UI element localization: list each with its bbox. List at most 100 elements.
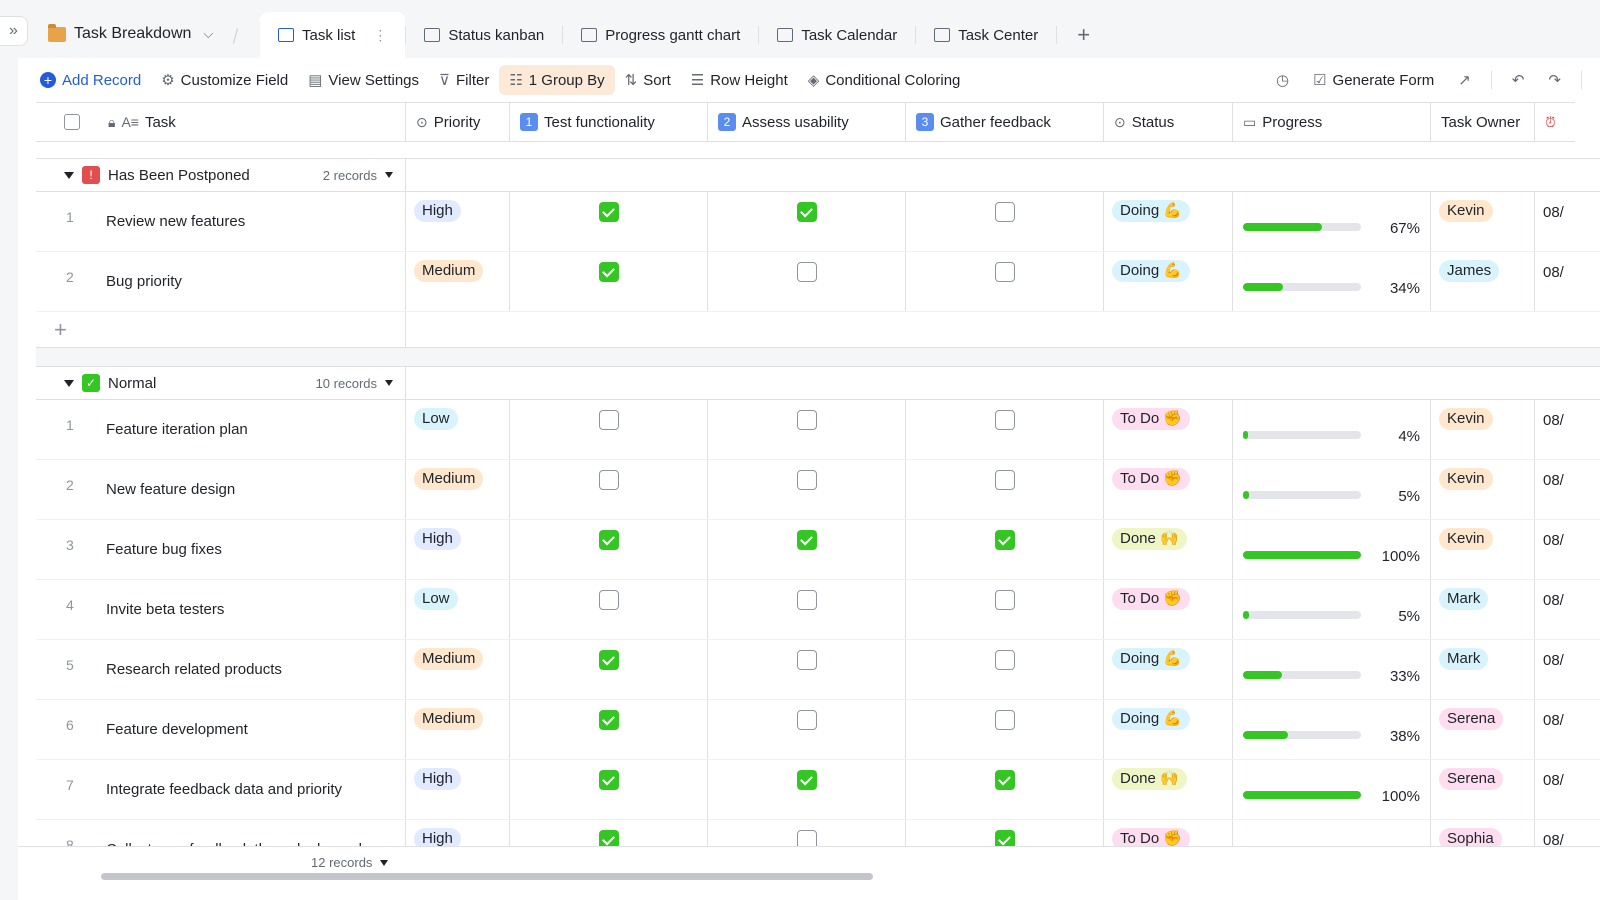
column-header-priority[interactable]: ⊙ Priority [406, 103, 510, 141]
generate-form-button[interactable]: ☑ Generate Form [1303, 65, 1444, 95]
gather-cell[interactable] [906, 820, 1104, 846]
owner-cell[interactable]: Kevin [1431, 460, 1535, 519]
priority-cell[interactable]: High [406, 760, 510, 819]
status-cell[interactable]: Done 🙌 [1104, 760, 1233, 819]
progress-cell[interactable]: 33% [1233, 640, 1431, 699]
date-cell[interactable]: 08/ [1535, 460, 1575, 519]
checkbox[interactable] [598, 710, 619, 730]
date-cell[interactable]: 08/ [1535, 760, 1575, 819]
column-header-assess-usability[interactable]: 2 Assess usability [708, 103, 906, 141]
caret-down-icon[interactable] [385, 380, 393, 386]
checkbox[interactable] [598, 262, 619, 282]
progress-cell[interactable]: 4% [1233, 400, 1431, 459]
table-row[interactable]: 8 Collect user feedback through channels H… [36, 820, 1600, 846]
checkbox[interactable] [994, 710, 1015, 730]
progress-cell[interactable]: 100% [1233, 520, 1431, 579]
table-row[interactable]: 7 Integrate feedback data and priority Hig… [36, 760, 1600, 820]
test-cell[interactable] [510, 820, 708, 846]
checkbox[interactable] [994, 650, 1015, 670]
priority-cell[interactable]: Medium [406, 460, 510, 519]
checkbox[interactable] [994, 410, 1015, 430]
group-by-button[interactable]: ☷ 1 Group By [499, 65, 615, 95]
sort-button[interactable]: ⇅ Sort [615, 65, 681, 95]
checkbox[interactable] [598, 410, 619, 430]
assess-cell[interactable] [708, 460, 906, 519]
status-cell[interactable]: To Do ✊ [1104, 580, 1233, 639]
table-row[interactable]: 2 New feature design Medium To Do ✊ 5% Kevin 0… [36, 460, 1600, 520]
checkbox[interactable] [994, 770, 1015, 790]
assess-cell[interactable] [708, 580, 906, 639]
gather-cell[interactable] [906, 460, 1104, 519]
table-row[interactable]: 1 Review new features High Doing 💪 67% Kevin 0… [36, 192, 1600, 252]
status-cell[interactable]: To Do ✊ [1104, 460, 1233, 519]
checkbox[interactable] [994, 262, 1015, 282]
add-record-button[interactable]: + Add Record [30, 65, 151, 95]
task-cell[interactable]: 2 Bug priority [36, 252, 406, 311]
owner-cell[interactable]: Kevin [1431, 520, 1535, 579]
gather-cell[interactable] [906, 700, 1104, 759]
gather-cell[interactable] [906, 580, 1104, 639]
gather-cell[interactable] [906, 760, 1104, 819]
conditional-coloring-button[interactable]: ◈ Conditional Coloring [798, 65, 971, 95]
checkbox[interactable] [994, 830, 1015, 846]
share-button[interactable]: ↗ [1448, 65, 1481, 95]
priority-cell[interactable]: Low [406, 400, 510, 459]
undo-button[interactable]: ↶ [1502, 65, 1535, 95]
assess-cell[interactable] [708, 400, 906, 459]
test-cell[interactable] [510, 580, 708, 639]
test-cell[interactable] [510, 460, 708, 519]
assess-cell[interactable] [708, 520, 906, 579]
checkbox[interactable] [796, 650, 817, 670]
filter-button[interactable]: ⊽ Filter [429, 65, 499, 95]
test-cell[interactable] [510, 400, 708, 459]
table-row[interactable]: 3 Feature bug fixes High Done 🙌 100% Kevin 08/ [36, 520, 1600, 580]
checkbox[interactable] [796, 410, 817, 430]
tab-task-center[interactable]: Task Center [916, 12, 1056, 58]
checkbox[interactable] [994, 470, 1015, 490]
priority-cell[interactable]: High [406, 192, 510, 251]
task-cell[interactable]: 6 Feature development [36, 700, 406, 759]
owner-cell[interactable]: Serena [1431, 700, 1535, 759]
add-row-button[interactable]: + [36, 312, 406, 347]
task-cell[interactable]: 5 Research related products [36, 640, 406, 699]
assess-cell[interactable] [708, 760, 906, 819]
table-row[interactable]: 2 Bug priority Medium Doing 💪 34% James 08/ [36, 252, 1600, 312]
progress-cell[interactable] [1233, 820, 1431, 846]
assess-cell[interactable] [708, 192, 906, 251]
column-header-task-owner[interactable]: Task Owner [1431, 103, 1535, 141]
assess-cell[interactable] [708, 252, 906, 311]
priority-cell[interactable]: Low [406, 580, 510, 639]
caret-down-icon[interactable] [380, 859, 389, 866]
column-header-test-functionality[interactable]: 1 Test functionality [510, 103, 708, 141]
status-cell[interactable]: Doing 💪 [1104, 700, 1233, 759]
test-cell[interactable] [510, 640, 708, 699]
date-cell[interactable]: 08/ [1535, 400, 1575, 459]
assess-cell[interactable] [708, 640, 906, 699]
date-cell[interactable]: 08/ [1535, 700, 1575, 759]
task-cell[interactable]: 1 Review new features [36, 192, 406, 251]
horizontal-scrollbar[interactable] [101, 873, 873, 880]
gather-cell[interactable] [906, 192, 1104, 251]
checkbox[interactable] [796, 770, 817, 790]
checkbox[interactable] [796, 830, 817, 846]
assess-cell[interactable] [708, 700, 906, 759]
tab-status-kanban[interactable]: Status kanban [406, 12, 562, 58]
checkbox[interactable] [598, 830, 619, 846]
checkbox[interactable] [994, 530, 1015, 550]
checkbox[interactable] [796, 470, 817, 490]
column-header-date[interactable]: ⏰︎ [1535, 103, 1575, 141]
status-cell[interactable]: Doing 💪 [1104, 192, 1233, 251]
progress-cell[interactable]: 5% [1233, 460, 1431, 519]
progress-cell[interactable]: 100% [1233, 760, 1431, 819]
test-cell[interactable] [510, 252, 708, 311]
table-selector[interactable]: Task Breakdown ⌵ [48, 22, 213, 46]
checkbox[interactable] [796, 202, 817, 222]
checkbox[interactable] [796, 530, 817, 550]
date-cell[interactable]: 08/ [1535, 520, 1575, 579]
owner-cell[interactable]: Serena [1431, 760, 1535, 819]
status-cell[interactable]: To Do ✊ [1104, 400, 1233, 459]
checkbox[interactable] [598, 650, 619, 670]
priority-cell[interactable]: Medium [406, 700, 510, 759]
owner-cell[interactable]: Kevin [1431, 192, 1535, 251]
caret-down-icon[interactable] [385, 172, 393, 178]
